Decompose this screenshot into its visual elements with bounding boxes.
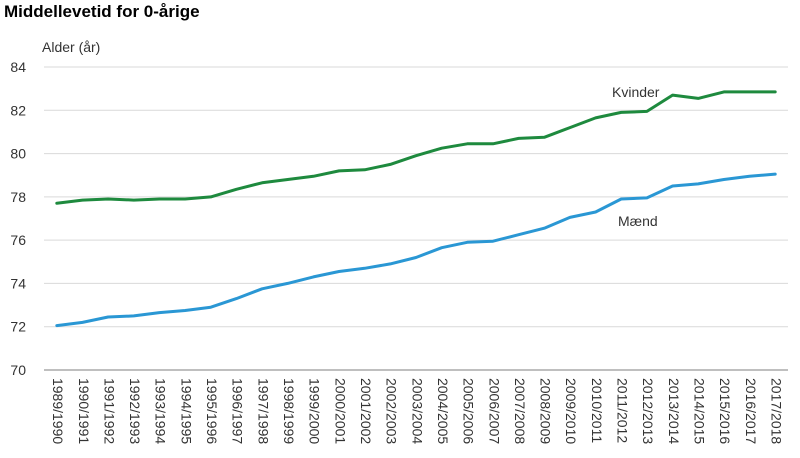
x-tick-label: 2006/2007 — [486, 378, 502, 444]
x-tick-label: 1989/1990 — [50, 378, 66, 444]
x-tick-label: 1993/1994 — [153, 378, 169, 444]
y-tick-label: 80 — [10, 146, 26, 162]
y-tick-label: 84 — [10, 59, 26, 75]
x-tick-label: 2017/2018 — [768, 378, 784, 444]
series-lines — [55, 90, 777, 328]
y-tick-label: 76 — [10, 232, 26, 248]
y-tick-label: 70 — [10, 362, 26, 378]
y-tick-labels: 70 72 74 76 78 80 82 84 — [10, 59, 26, 378]
chart-title: Middellevetid for 0-årige — [4, 2, 200, 21]
x-tick-label: 2000/2001 — [332, 378, 348, 444]
y-tick-label: 72 — [10, 319, 26, 335]
x-tick-label: 2003/2004 — [409, 378, 425, 444]
x-tick-label: 1995/1996 — [204, 378, 220, 444]
x-tick-label: 1997/1998 — [255, 378, 271, 444]
series-line-kvinder — [55, 90, 777, 205]
x-tick-label: 1992/1993 — [127, 378, 143, 444]
x-tick-label: 2009/2010 — [563, 378, 579, 444]
y-tick-label: 82 — [10, 102, 26, 118]
x-tick-label: 2008/2009 — [538, 378, 554, 444]
series-label-kvinder: Kvinder — [612, 84, 660, 100]
x-tick-labels: 1989/1990 1990/1991 1991/1992 1992/1993 1993… — [50, 378, 784, 444]
x-tick-label: 1998/1999 — [281, 378, 297, 444]
x-tick-label: 1990/1991 — [76, 378, 92, 444]
x-tick-label: 1994/1995 — [178, 378, 194, 444]
x-tick-label: 1999/2000 — [307, 378, 323, 444]
x-tick-label: 2004/2005 — [435, 378, 451, 444]
y-tick-label: 74 — [10, 275, 26, 291]
x-tick-label: 1991/1992 — [101, 378, 117, 444]
x-tick-label: 2012/2013 — [640, 378, 656, 444]
x-tick-label: 2005/2006 — [461, 378, 477, 444]
x-tick-label: 2007/2008 — [512, 378, 528, 444]
x-tick-label: 2015/2016 — [717, 378, 733, 444]
x-tick-label: 2002/2003 — [384, 378, 400, 444]
series-line-maend — [55, 172, 777, 328]
y-axis-title: Alder (år) — [42, 39, 100, 55]
y-tick-label: 78 — [10, 189, 26, 205]
x-tick-label: 2001/2002 — [358, 378, 374, 444]
x-tick-label: 1996/1997 — [230, 378, 246, 444]
x-tick-label: 2013/2014 — [666, 378, 682, 444]
series-label-maend: Mænd — [618, 213, 658, 229]
x-tick-label: 2010/2011 — [589, 378, 605, 443]
x-tick-label: 2011/2012 — [615, 378, 631, 443]
gridlines — [44, 66, 788, 328]
x-tick-label: 2016/2017 — [743, 378, 759, 444]
x-tick-label: 2014/2015 — [692, 378, 708, 444]
